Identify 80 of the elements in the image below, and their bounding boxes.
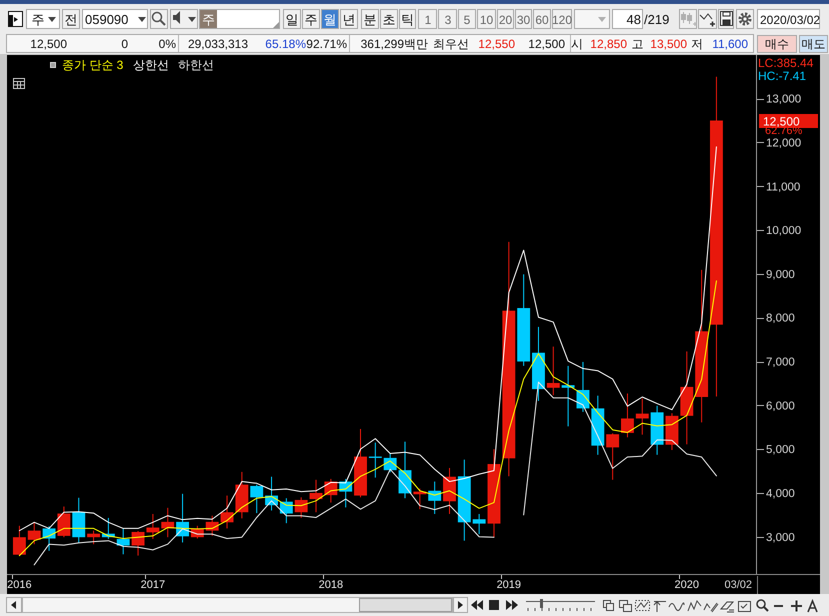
- text: 12,850: [590, 37, 628, 51]
- text: /219: [644, 12, 670, 27]
- text: 20: [498, 13, 512, 27]
- y-tick-label: 13,000: [766, 94, 802, 106]
- x-tick-label: 2019: [496, 579, 522, 591]
- text: HC:-7.41: [758, 69, 806, 83]
- candlestick: [28, 522, 41, 545]
- text: 상한선: [132, 58, 169, 72]
- text: 12,500: [528, 37, 566, 51]
- text: 10: [480, 13, 494, 27]
- y-tick-label: 11,000: [766, 181, 800, 194]
- text: 120: [552, 13, 572, 27]
- candlestick: [146, 513, 160, 540]
- y-tick-label: 9,000: [766, 268, 795, 281]
- y-tick-label: 5,000: [766, 444, 795, 456]
- y-tick-label: 6,000: [766, 400, 795, 412]
- text: 03/02: [724, 579, 752, 591]
- text: 매수: [765, 37, 789, 51]
- text: 92.71%: [306, 37, 348, 51]
- text: 고: [632, 37, 644, 51]
- candlestick: [57, 506, 70, 538]
- y-tick-label: 4,000: [766, 488, 795, 500]
- text: 12,550: [478, 37, 516, 51]
- candlestick: [87, 530, 100, 545]
- text: 11,600: [712, 37, 748, 51]
- text: 최우선: [433, 37, 469, 51]
- text: 12,500: [30, 37, 68, 51]
- text: 초: [382, 12, 396, 27]
- candlestick: [12, 525, 26, 557]
- text: 3: [444, 13, 452, 27]
- y-tick-label: 7,000: [766, 356, 795, 369]
- candlestick: [398, 441, 412, 499]
- y-tick-label: 8,000: [766, 312, 795, 325]
- text: LC:385.44: [758, 56, 814, 70]
- candlestick: [250, 484, 264, 514]
- candlestick: [621, 392, 634, 438]
- text: 60: [535, 13, 549, 27]
- text: 65.18%: [265, 37, 306, 51]
- candlestick: [428, 481, 442, 514]
- text: 13,500: [650, 37, 688, 51]
- candlestick: [562, 365, 575, 427]
- text: 분: [364, 12, 376, 27]
- text: 059090: [85, 12, 128, 27]
- text: 년: [342, 12, 356, 27]
- text: 전: [64, 12, 78, 27]
- candlestick: [116, 528, 130, 555]
- y-tick-label: 10,000: [766, 225, 802, 238]
- candlestick: [606, 432, 620, 480]
- text: 361,299백만: [360, 37, 428, 51]
- text: 29,033,313: [188, 37, 248, 51]
- text: 틱: [401, 12, 414, 27]
- text: 0%: [158, 37, 176, 51]
- candlestick: [368, 442, 382, 478]
- text: 30: [516, 13, 530, 27]
- text: 5: [464, 13, 471, 27]
- candlestick: [546, 346, 560, 396]
- text: 48: [626, 12, 641, 27]
- x-tick-label: 2017: [140, 579, 166, 591]
- text: 월: [324, 12, 336, 27]
- candlestick: [220, 495, 234, 529]
- text: 일: [286, 12, 298, 27]
- text: 주: [32, 12, 44, 27]
- candlestick: [132, 530, 145, 556]
- candlestick: [413, 488, 426, 510]
- candlestick: [636, 398, 649, 436]
- text: 하한선: [178, 58, 214, 72]
- y-tick-label: 3,000: [766, 532, 795, 544]
- y-tick-label: 12,000: [766, 137, 802, 150]
- text: 시: [571, 37, 583, 51]
- candlestick: [310, 479, 322, 513]
- x-tick-label: 2020: [674, 579, 700, 591]
- text: 저: [691, 37, 703, 51]
- x-tick-label: 2016: [7, 579, 32, 591]
- text: 2020/03/02: [760, 13, 820, 27]
- x-tick-label: 2018: [318, 579, 344, 591]
- text: 0: [121, 37, 128, 51]
- text: 종가 단순 3: [62, 58, 124, 72]
- text: 주: [304, 12, 318, 27]
- candlestick: [294, 496, 308, 518]
- text: 1: [424, 13, 432, 27]
